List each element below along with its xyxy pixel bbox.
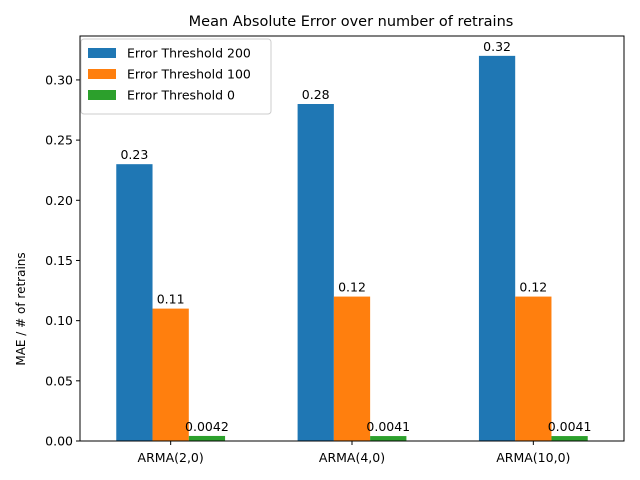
bar-value-label: 0.32 [483, 39, 511, 54]
bar-value-label: 0.0041 [548, 419, 592, 434]
legend-entry-label: Error Threshold 0 [127, 88, 235, 103]
legend-swatch [88, 90, 116, 100]
legend-swatch [88, 48, 116, 58]
bars-layer [116, 55, 588, 442]
bar-value-label: 0.11 [157, 292, 185, 307]
bar-series-1-category-1 [116, 164, 153, 441]
x-tick-label: ARMA(4,0) [319, 450, 385, 465]
bar-series-1-category-2 [297, 104, 334, 441]
y-tick-label: 0.20 [45, 193, 73, 208]
x-tick-label: ARMA(2,0) [138, 450, 204, 465]
y-tick-label: 0.25 [45, 133, 73, 148]
bar-value-label: 0.12 [338, 280, 366, 295]
x-axis: ARMA(2,0) ARMA(4,0) ARMA(10,0) [138, 441, 570, 465]
x-tick-label: ARMA(10,0) [496, 450, 570, 465]
plot-frame [79, 35, 625, 442]
y-axis: 0.00 0.05 0.10 0.15 0.20 0.25 0.30 [45, 72, 80, 449]
legend-swatch [88, 69, 116, 79]
bar-value-label: 0.28 [302, 87, 330, 102]
legend-entry-label: Error Threshold 200 [127, 46, 251, 61]
legend-box [80, 38, 272, 115]
bar-series-3-category-1 [188, 435, 226, 441]
bar-value-label: 0.23 [120, 147, 148, 162]
bar-series-2-category-2 [333, 296, 371, 441]
bar-value-label: 0.0041 [366, 419, 410, 434]
y-axis-label: MAE / # of retrains [14, 252, 28, 365]
y-tick-label: 0.10 [45, 313, 73, 328]
bar-series-1-category-3 [478, 55, 516, 442]
bar-series-2-category-1 [152, 308, 189, 441]
y-tick-label: 0.15 [45, 253, 73, 268]
bar-series-3-category-2 [370, 436, 407, 441]
bar-series-3-category-3 [551, 436, 588, 441]
bar-value-label: 0.12 [519, 280, 547, 295]
bar-series-2-category-3 [515, 296, 552, 441]
legend-entry-label: Error Threshold 100 [127, 67, 251, 82]
chart-title: Mean Absolute Error over number of retra… [189, 14, 514, 30]
y-tick-label: 0.05 [45, 373, 73, 388]
y-tick-label: 0.30 [45, 72, 73, 87]
legend: Error Threshold 200 Error Threshold 100 Er… [80, 38, 272, 115]
value-labels-layer: 0.23 0.28 0.32 0.11 0.12 0.12 0.0042 0.0041 0.00… [120, 39, 591, 434]
y-tick-label: 0.00 [45, 434, 73, 449]
bar-value-label: 0.0042 [185, 419, 229, 434]
